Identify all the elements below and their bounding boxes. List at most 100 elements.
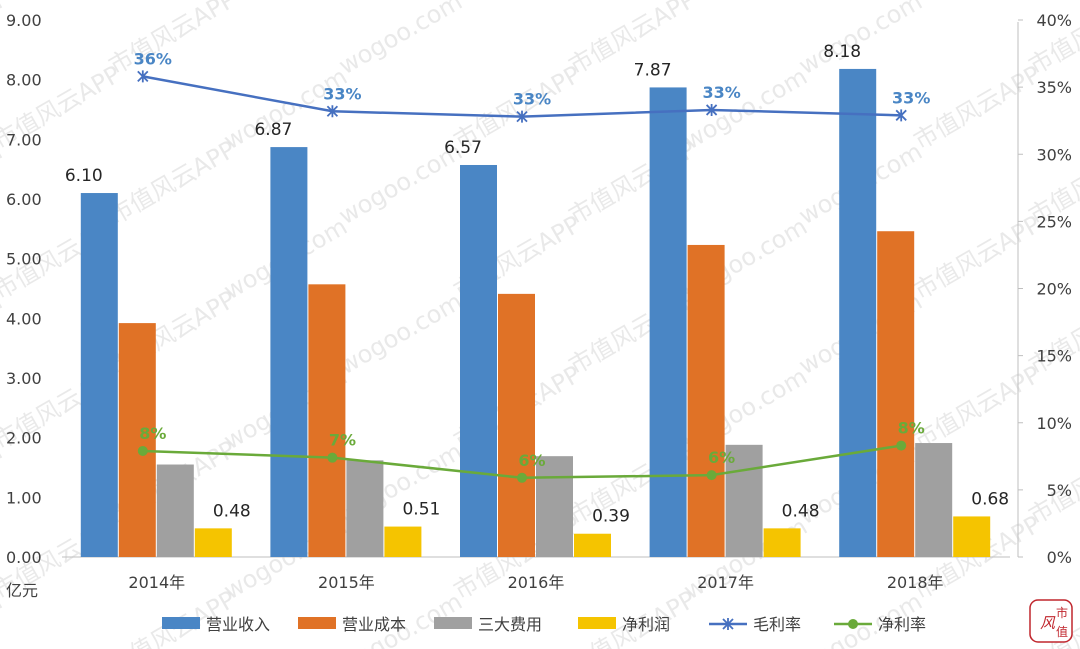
bar-data-label: 6.57 — [444, 138, 482, 158]
bar-data-label: 0.48 — [782, 501, 820, 521]
logo-char: 市 — [1056, 605, 1068, 620]
logo-frame — [1029, 599, 1073, 643]
x-tick-label: 2015年 — [318, 573, 375, 592]
bar-净利润 — [763, 528, 801, 557]
bar-data-label: 0.48 — [213, 501, 251, 521]
bar-data-label: 7.87 — [634, 60, 672, 80]
x-tick-label: 2018年 — [887, 573, 944, 592]
watermark-text: 市值风云APP — [0, 0, 125, 5]
bar-营业成本 — [687, 244, 725, 557]
legend-label: 营业收入 — [206, 615, 270, 634]
bar-data-label: 0.51 — [402, 500, 440, 520]
x-tick-label: 2016年 — [508, 573, 565, 592]
bar-净利润 — [194, 528, 232, 557]
y2-tick-label: 40% — [1036, 11, 1072, 30]
data-labels: 6.10 6.87 6.57 7.87 8.18 0.48 0.51 0.39 0.48 0.68… — [65, 42, 1009, 527]
y-tick-label: 8.00 — [6, 71, 42, 90]
legend-label: 三大费用 — [478, 615, 542, 634]
y2-tick-label: 5% — [1047, 481, 1072, 500]
y-axis-unit-label: 亿元 — [6, 581, 38, 600]
marker-毛利率 — [516, 110, 528, 123]
bar-营业成本 — [308, 284, 346, 557]
bar-三大费用 — [725, 444, 763, 557]
bar-三大费用 — [536, 456, 573, 557]
logo-stamp: 风市值 — [1029, 599, 1073, 643]
line-data-label: 8% — [139, 424, 166, 443]
logo-char: 风 — [1040, 614, 1056, 632]
legend-marker — [848, 619, 858, 629]
marker-毛利率 — [705, 103, 718, 116]
y2-tick-label: 20% — [1036, 280, 1072, 299]
bar-营业收入 — [460, 164, 497, 558]
watermark-text: 市值风云APP — [909, 60, 1045, 155]
bar-营业成本 — [877, 231, 915, 557]
marker-净利率 — [896, 440, 907, 451]
line-data-label: 33% — [892, 88, 930, 107]
line-data-label: 36% — [134, 49, 172, 68]
line-data-label: 33% — [513, 90, 551, 109]
marker-净利率 — [517, 472, 527, 483]
category-axis-ticks: 2014年 2015年 2016年 2017年 2018年 — [128, 573, 943, 592]
watermark-text: wogoo.com — [679, 62, 812, 155]
legend-marker — [722, 618, 734, 630]
bar-data-label: 6.87 — [254, 120, 292, 140]
bar-三大费用 — [156, 464, 194, 557]
bar-营业收入 — [270, 147, 308, 557]
bar-data-label: 0.68 — [971, 489, 1009, 509]
watermark-text: wogoo.com — [334, 287, 467, 380]
marker-毛利率 — [137, 70, 149, 83]
marker-毛利率 — [895, 109, 907, 122]
y2-tick-label: 25% — [1036, 212, 1072, 231]
legend-label: 毛利率 — [753, 615, 801, 634]
bar-净利润 — [953, 516, 991, 557]
right-axis-ticks: 0% 5% 10% 15% 20% 25% 30% 35% 40% — [1018, 11, 1072, 567]
marker-毛利率 — [326, 105, 339, 118]
legend-label: 净利润 — [622, 615, 670, 634]
y-tick-label: 7.00 — [6, 130, 42, 149]
y-tick-label: 0.00 — [6, 548, 42, 567]
y-tick-label: 3.00 — [6, 369, 42, 388]
bar-营业收入 — [649, 87, 687, 557]
marker-净利率 — [706, 470, 717, 481]
bar-净利润 — [574, 533, 611, 557]
y2-tick-label: 10% — [1036, 414, 1072, 433]
marker-净利率 — [137, 445, 148, 456]
line-data-label: 6% — [518, 451, 545, 470]
watermark-text: wogoo.com — [219, 0, 352, 5]
watermark-text: 市值风云APP — [909, 210, 1045, 305]
y-tick-label: 6.00 — [6, 190, 42, 209]
y2-tick-label: 35% — [1036, 78, 1072, 97]
bar-三大费用 — [915, 443, 953, 557]
line-data-label: 8% — [898, 419, 925, 438]
bars — [80, 68, 991, 558]
line-data-label: 6% — [708, 448, 735, 467]
logo-char: 值 — [1056, 624, 1068, 639]
x-tick-label: 2017年 — [697, 573, 754, 592]
legend-swatch — [434, 617, 472, 629]
left-axis-ticks: 0.00 1.00 2.00 3.00 4.00 5.00 6.00 7.00 8.00 9.00 — [6, 11, 42, 567]
y-tick-label: 2.00 — [6, 429, 42, 448]
y-tick-label: 9.00 — [6, 11, 42, 30]
legend-swatch — [162, 617, 200, 629]
bar-营业收入 — [839, 68, 877, 557]
y2-tick-label: 15% — [1036, 347, 1072, 366]
line-data-label: 33% — [702, 83, 740, 102]
watermark-text: 市值风云APP — [449, 0, 585, 5]
line-data-label: 33% — [323, 84, 361, 103]
watermark-text: 市值风云APP — [104, 0, 240, 80]
legend: 营业收入 营业成本 三大费用 净利润 毛利率 净利率 — [162, 615, 926, 634]
bar-净利润 — [384, 526, 422, 557]
bar-营业成本 — [498, 293, 535, 557]
y-tick-label: 4.00 — [6, 309, 42, 328]
watermark-text: 市值风云APP — [909, 360, 1045, 455]
watermark-text: wogoo.com — [679, 0, 812, 5]
y2-tick-label: 30% — [1036, 145, 1072, 164]
watermark-text: wogoo.com — [334, 0, 467, 80]
legend-label: 营业成本 — [342, 615, 406, 634]
y2-tick-label: 0% — [1047, 548, 1072, 567]
bar-data-label: 8.18 — [823, 42, 861, 62]
legend-swatch — [298, 617, 336, 629]
x-tick-label: 2014年 — [128, 573, 185, 592]
watermark-text: 市值风云APP — [564, 0, 700, 80]
